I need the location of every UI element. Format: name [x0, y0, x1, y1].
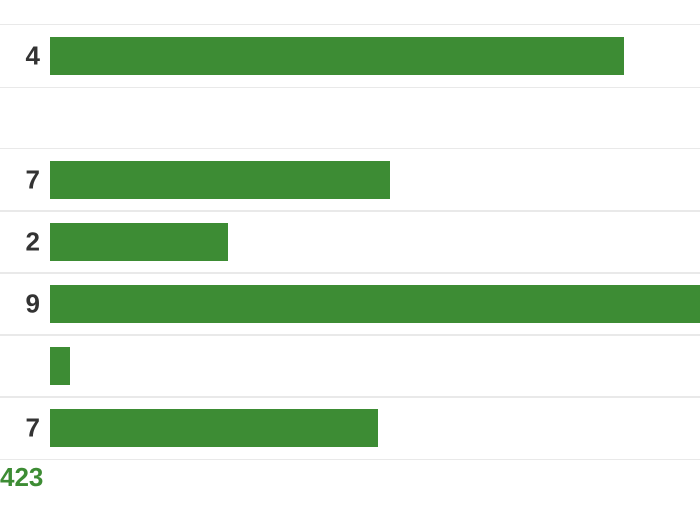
bar-row: 4: [0, 24, 700, 88]
bar-label: 9: [0, 289, 40, 320]
bar-label: 2: [0, 227, 40, 258]
bar: [50, 409, 378, 447]
horizontal-bar-chart: 4 7 2 9 7 423: [0, 0, 700, 525]
bar-label: 4: [0, 41, 40, 72]
bar: [50, 223, 228, 261]
bar: [50, 37, 624, 75]
bar-row: 7: [0, 396, 700, 460]
bar-row: 2: [0, 210, 700, 274]
bar-row: 7: [0, 148, 700, 212]
bar: [50, 285, 700, 323]
bar-row: [0, 334, 700, 398]
bar: [50, 347, 70, 385]
bar: [50, 161, 390, 199]
bar-row: 9: [0, 272, 700, 336]
bar-label: 7: [0, 413, 40, 444]
bar-label: 7: [0, 165, 40, 196]
chart-footer-value: 423: [0, 462, 43, 493]
